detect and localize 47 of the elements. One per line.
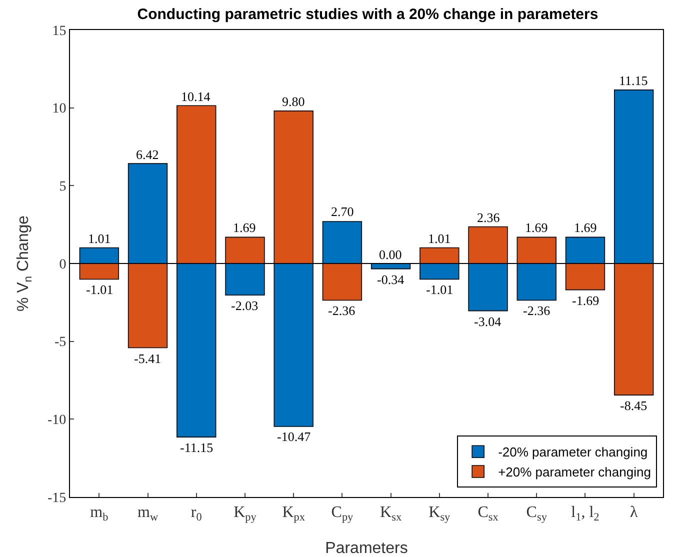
- x-axis-title: Parameters: [325, 540, 408, 557]
- data-label: -1.69: [572, 293, 600, 308]
- data-label: 2.70: [331, 204, 354, 219]
- y-tick-label: 15: [52, 24, 66, 39]
- x-tick-label: C$_{py}$: [331, 504, 354, 524]
- data-label: 1.69: [233, 220, 256, 235]
- y-tick-label: 0: [59, 257, 66, 272]
- data-label: 9.80: [282, 94, 305, 109]
- data-label: 1.69: [525, 220, 548, 235]
- data-label: 2.36: [477, 210, 500, 225]
- y-tick-label: -15: [48, 490, 66, 506]
- legend-label: -20% parameter changing: [498, 444, 648, 460]
- data-label: -3.04: [474, 314, 502, 329]
- data-label: 1.01: [88, 231, 111, 246]
- data-label: 1.01: [428, 231, 451, 246]
- data-label: 0.00: [379, 247, 402, 262]
- data-label: 11.15: [619, 73, 648, 88]
- x-tick-label: m$_{b}$: [90, 504, 109, 524]
- y-tick-label: 5: [59, 180, 66, 195]
- data-label: -2.36: [328, 303, 356, 318]
- y-tick-label: -10: [48, 413, 66, 428]
- x-tick-label: m$_{w}$: [137, 504, 159, 524]
- data-label: -5.41: [134, 351, 162, 366]
- data-label: -2.36: [523, 303, 551, 318]
- x-tick-label: C$_{sx}$: [478, 504, 499, 524]
- y-tick-label: 10: [52, 102, 66, 117]
- x-tick-label: C$_{sy}$: [526, 504, 548, 524]
- x-tick-label: K$_{py}$: [234, 504, 257, 524]
- data-label: -11.15: [180, 440, 214, 455]
- data-label: -1.01: [86, 282, 114, 297]
- x-tick-label: K$_{sx}$: [380, 504, 402, 524]
- chart-title: Conducting parametric studies with a 20% change in parameters: [137, 6, 598, 23]
- x-tick-label: r$_{0}$: [190, 504, 202, 524]
- legend-label: +20% parameter changing: [498, 464, 651, 480]
- x-tick-label: λ: [630, 504, 638, 522]
- x-tick-label: K$_{px}$: [282, 504, 306, 524]
- data-label: -1.01: [426, 282, 454, 297]
- data-label: 6.42: [136, 147, 159, 162]
- data-label: 1.69: [574, 220, 597, 235]
- x-tick-label: K$_{sy}$: [428, 504, 451, 524]
- data-label: -8.45: [620, 398, 648, 413]
- data-label: 10.14: [181, 89, 211, 104]
- y-tick-label: -5: [54, 335, 66, 350]
- data-label: -0.34: [377, 272, 405, 287]
- x-tick-label: l$_{1}$, l$_{2}$: [571, 504, 600, 524]
- data-label: -2.03: [231, 298, 258, 313]
- data-label: -10.47: [277, 429, 312, 444]
